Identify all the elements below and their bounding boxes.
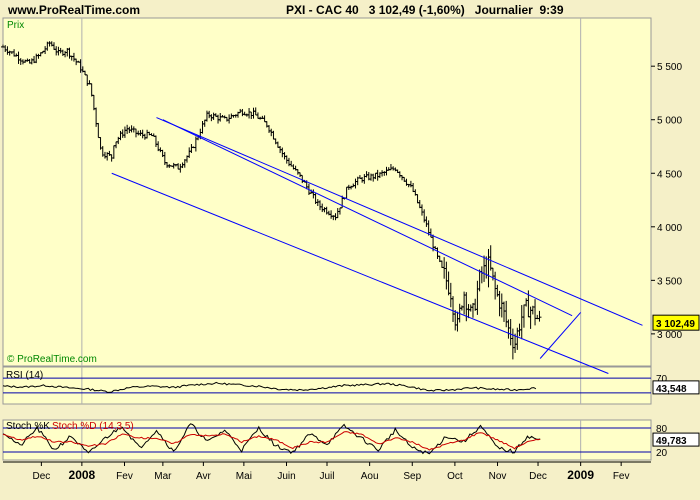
x-tick-label: Mai [236,471,252,482]
chart-period: Journalier [474,3,533,17]
x-tick-label: Juil [319,471,334,482]
x-tick-label: 2008 [69,468,96,482]
x-tick-label: Juin [277,471,295,482]
stoch-d-line [2,431,541,451]
last-price-label: 3 102,49 [656,319,695,330]
x-tick-label: Nov [489,471,507,482]
stoch-k-title: Stoch %K [6,421,50,432]
stoch-value-label: 49,783 [656,436,687,447]
x-tick-label: Oct [447,471,463,482]
price-ytick-label: 5 000 [657,116,682,127]
price-ytick-label: 3 500 [657,276,682,287]
stoch-ytick-label-80: 80 [656,424,668,435]
instrument-name: PXI - CAC 40 [286,3,359,17]
price-ytick-label: 3 000 [657,330,682,341]
last-price-tag [652,314,700,331]
stoch-k-line [2,423,541,455]
price-ytick-label: 4 000 [657,223,682,234]
x-tick-label: Sep [403,471,421,482]
quote-time: 9:39 [539,3,564,17]
price-ytick-label: 5 500 [657,62,682,73]
x-tick-label: Aou [361,471,379,482]
rsi-line [2,381,537,393]
x-tick-label: Dec [32,471,50,482]
watermark: © ProRealTime.com [7,354,97,365]
rsi-value-label: 43,548 [656,384,687,395]
price-panel [2,17,652,367]
site-url[interactable]: www.ProRealTime.com [8,3,141,17]
trend-channel-line[interactable] [162,119,573,317]
price-bars [1,41,542,360]
x-tick-label: Fev [613,471,630,482]
trend-channel-line[interactable] [539,312,582,359]
x-tick-label: 2009 [567,468,594,482]
stoch-value-tag [652,432,700,447]
rsi-ytick-label: 70 [656,374,668,385]
instrument-header: PXI - CAC 40 3 102,49 (-1,60%) Journalie… [286,3,564,17]
x-tick-label: Avr [196,471,211,482]
instrument-price: 3 102,49 (-1,60%) [368,3,465,17]
trend-channel-line[interactable] [111,172,609,374]
x-tick-label: Mar [154,471,172,482]
x-tick-label: Fev [116,471,133,482]
stoch-d-title: Stoch %D (14,3,5) [52,421,134,432]
rsi-title: RSI (14) [6,370,43,381]
trend-channel-line[interactable] [156,117,643,326]
stoch-ytick-label-20: 20 [656,448,668,459]
x-tick-label: Dec [529,471,547,482]
price-ytick-label: 4 500 [657,169,682,180]
rsi-value-tag [652,380,700,395]
rsi-panel [2,366,652,405]
price-panel-title: Prix [7,20,24,31]
